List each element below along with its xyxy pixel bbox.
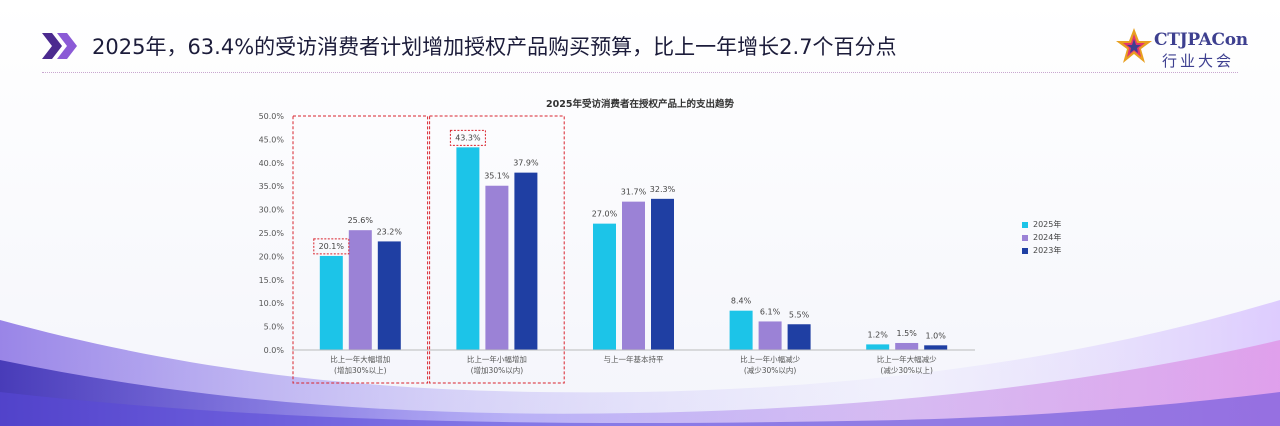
- y-tick-label: 15.0%: [259, 276, 285, 285]
- category-label: 比上一年小幅增加: [467, 354, 527, 364]
- legend-item: 2023年: [1022, 244, 1061, 257]
- y-tick-label: 35.0%: [259, 182, 285, 191]
- y-tick-label: 50.0%: [259, 112, 285, 121]
- bar-value-label: 5.5%: [789, 310, 810, 319]
- legend-label: 2023年: [1033, 246, 1062, 255]
- bar-value-label: 1.0%: [926, 331, 947, 340]
- y-axis: 0.0% 5.0% 10.0% 15.0% 20.0% 25.0% 30.0% 35.0% 40…: [259, 112, 285, 355]
- legend-swatch: [1022, 247, 1028, 254]
- value-highlight-box: [449, 129, 486, 146]
- logo-sub-text: 行业大会: [1162, 52, 1235, 70]
- category-sublabel: (增加30%以内): [471, 365, 524, 375]
- bar-value-label: 20.1%: [319, 242, 345, 251]
- legend-label: 2024年: [1033, 233, 1062, 242]
- double-chevron-right-icon: [42, 33, 77, 59]
- bar-2024年-3: [758, 321, 782, 350]
- y-tick-label: 10.0%: [259, 299, 285, 308]
- category-sublabel: (减少30%以内): [744, 365, 797, 375]
- y-tick-label: 45.0%: [259, 135, 285, 144]
- star-logo-icon: [1116, 28, 1152, 63]
- bar-labels: 20.1% 25.6%23.2% 43.3% 35.1%37.9% 27.0% 31.7%…: [319, 133, 947, 340]
- legend: 2025年 2024年 2023年: [1022, 218, 1061, 257]
- bar-2023年-2: [651, 198, 674, 350]
- category-highlight-box: [429, 115, 565, 384]
- bar-2024年-2: [622, 201, 645, 350]
- y-tick-label: 0.0%: [264, 346, 285, 355]
- bar-value-label: 6.1%: [760, 307, 781, 316]
- bar-value-label: 31.7%: [621, 188, 647, 197]
- header-divider: [42, 72, 1238, 73]
- logo-main-text: CTJPACon: [1154, 30, 1248, 50]
- legend-swatch: [1022, 234, 1028, 241]
- bar-2024年-1: [485, 185, 509, 350]
- bar-value-label: 32.3%: [650, 185, 676, 194]
- category-label: 与上一年基本持平: [604, 354, 664, 364]
- value-highlight-box: [313, 238, 350, 255]
- bar-value-label: 8.4%: [731, 297, 752, 306]
- category-label: 比上一年大幅减少: [877, 354, 937, 364]
- bar-value-label: 27.0%: [592, 210, 618, 219]
- category-highlight-box: [292, 115, 429, 384]
- y-tick-label: 25.0%: [259, 229, 285, 238]
- chart-title: 2025年受访消费者在授权产品上的支出趋势: [546, 99, 734, 110]
- y-tick-label: 30.0%: [259, 206, 285, 215]
- bar-2025年-3: [729, 310, 753, 350]
- bar-value-label: 25.6%: [348, 216, 374, 225]
- y-tick-label: 20.0%: [259, 252, 285, 261]
- y-tick-label: 40.0%: [259, 159, 285, 168]
- bar-2024年-0: [348, 230, 372, 350]
- bar-value-label: 23.2%: [377, 227, 403, 236]
- y-tick-label: 5.0%: [264, 323, 285, 332]
- bar-value-label: 37.9%: [513, 159, 539, 168]
- x-axis: 比上一年大幅增加(增加30%以上) 比上一年小幅增加(增加30%以内) 与上一年基本…: [292, 349, 975, 375]
- bars: [319, 147, 948, 350]
- bar-2023年-0: [377, 241, 401, 350]
- legend-swatch: [1022, 221, 1028, 228]
- bar-value-label: 1.2%: [868, 330, 889, 339]
- legend-label: 2025年: [1033, 220, 1062, 229]
- header: 2025年，63.4%的受访消费者计划增加授权产品购买预算，比上一年增长2.7个…: [0, 0, 1280, 75]
- bar-2025年-0: [319, 255, 343, 350]
- category-sublabel: (增加30%以上): [334, 365, 387, 375]
- bar-2023年-4: [924, 345, 948, 350]
- bar-2023年-1: [514, 172, 538, 350]
- page-title: 2025年，63.4%的受访消费者计划增加授权产品购买预算，比上一年增长2.7个…: [92, 35, 897, 59]
- bar-value-label: 35.1%: [484, 172, 510, 181]
- logo: CTJPACon 行业大会: [1114, 26, 1248, 70]
- category-label: 比上一年小幅减少: [740, 354, 800, 364]
- bar-2024年-4: [895, 342, 919, 350]
- legend-item: 2025年: [1022, 218, 1061, 231]
- legend-item: 2024年: [1022, 231, 1061, 244]
- category-label: 比上一年大幅增加: [330, 354, 390, 364]
- bar-2023年-3: [787, 324, 811, 350]
- bar-2025年-1: [456, 147, 480, 350]
- bar-2025年-2: [593, 223, 616, 350]
- highlights: [292, 115, 565, 384]
- bar-value-label: 1.5%: [897, 329, 918, 338]
- bar-value-label: 43.3%: [455, 133, 481, 142]
- category-sublabel: (减少30%以上): [880, 365, 933, 375]
- bar-2025年-4: [866, 344, 890, 350]
